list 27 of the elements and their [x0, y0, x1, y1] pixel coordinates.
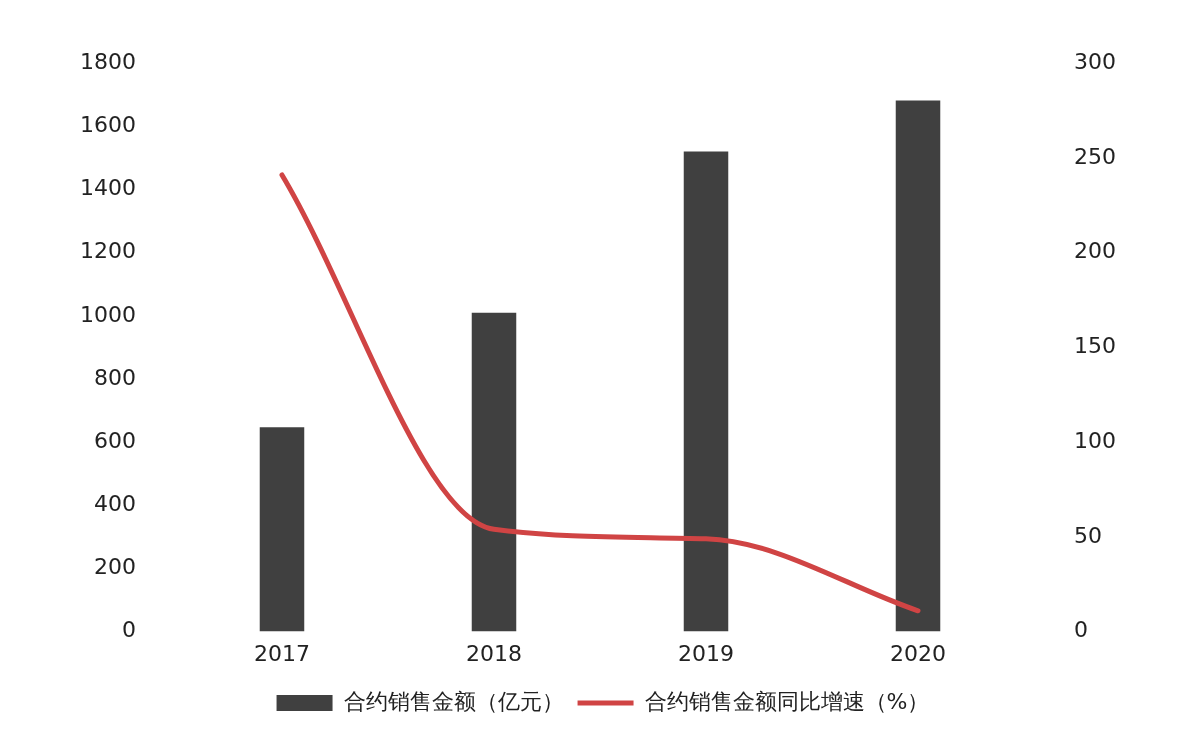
legend-label: 合约销售金额（亿元） — [343, 688, 564, 714]
y2-tick-label: 0 — [1074, 617, 1089, 643]
y2-tick-label: 150 — [1074, 333, 1117, 359]
y-tick-label: 1400 — [79, 175, 136, 201]
y-tick-label: 400 — [93, 491, 136, 517]
x-tick-label: 2019 — [678, 640, 734, 666]
legend-label: 合约销售金额同比增速（%） — [644, 688, 930, 714]
y2-tick-label: 50 — [1074, 522, 1103, 548]
y-tick-label: 800 — [93, 364, 136, 390]
bar — [683, 151, 729, 632]
bar — [471, 312, 517, 632]
y-tick-label: 1200 — [79, 238, 136, 264]
bar — [259, 427, 305, 632]
bar — [895, 100, 941, 632]
y2-tick-label: 300 — [1074, 48, 1117, 74]
x-tick-label: 2018 — [466, 640, 522, 666]
x-tick-label: 2017 — [253, 640, 310, 666]
y2-tick-label: 250 — [1074, 143, 1117, 169]
y-tick-label: 0 — [121, 617, 136, 643]
y-tick-label: 600 — [93, 427, 136, 453]
x-tick-label: 2020 — [890, 640, 947, 666]
y-tick-label: 1800 — [79, 48, 136, 74]
y-tick-label: 1600 — [79, 112, 136, 138]
y2-tick-label: 200 — [1074, 238, 1117, 264]
y2-tick-label: 100 — [1074, 427, 1117, 453]
y-tick-label: 200 — [93, 554, 136, 580]
y-tick-label: 1000 — [79, 301, 136, 327]
